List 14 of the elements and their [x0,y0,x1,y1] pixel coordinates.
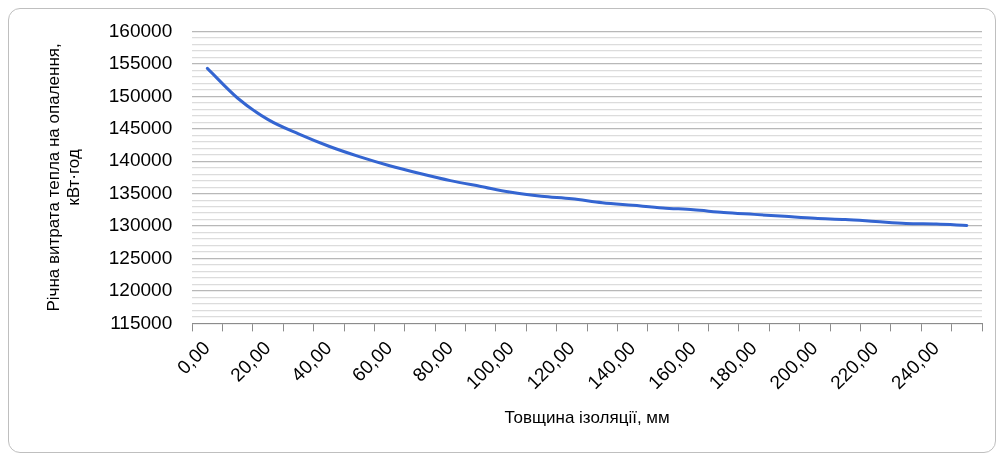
line-series [205,66,969,227]
y-tick-label: 125000 [108,246,173,268]
y-tick-label: 115000 [110,311,173,333]
y-tick-label: 145000 [108,116,173,138]
y-tick-label: 135000 [108,181,173,203]
y-tick-label: 160000 [108,19,173,41]
y-tick-label: 155000 [108,52,173,74]
y-tick-label: 150000 [108,84,173,106]
y-axis-title: Річна витрата тепла на опалення, кВт·год [43,43,84,312]
y-tick-label: 140000 [108,149,173,171]
y-tick-label: 130000 [108,214,173,236]
x-axis-title: Товщина ізоляції, мм [504,408,670,428]
y-tick-label: 120000 [108,279,173,301]
x-tick-label: 0,00 [172,337,214,379]
